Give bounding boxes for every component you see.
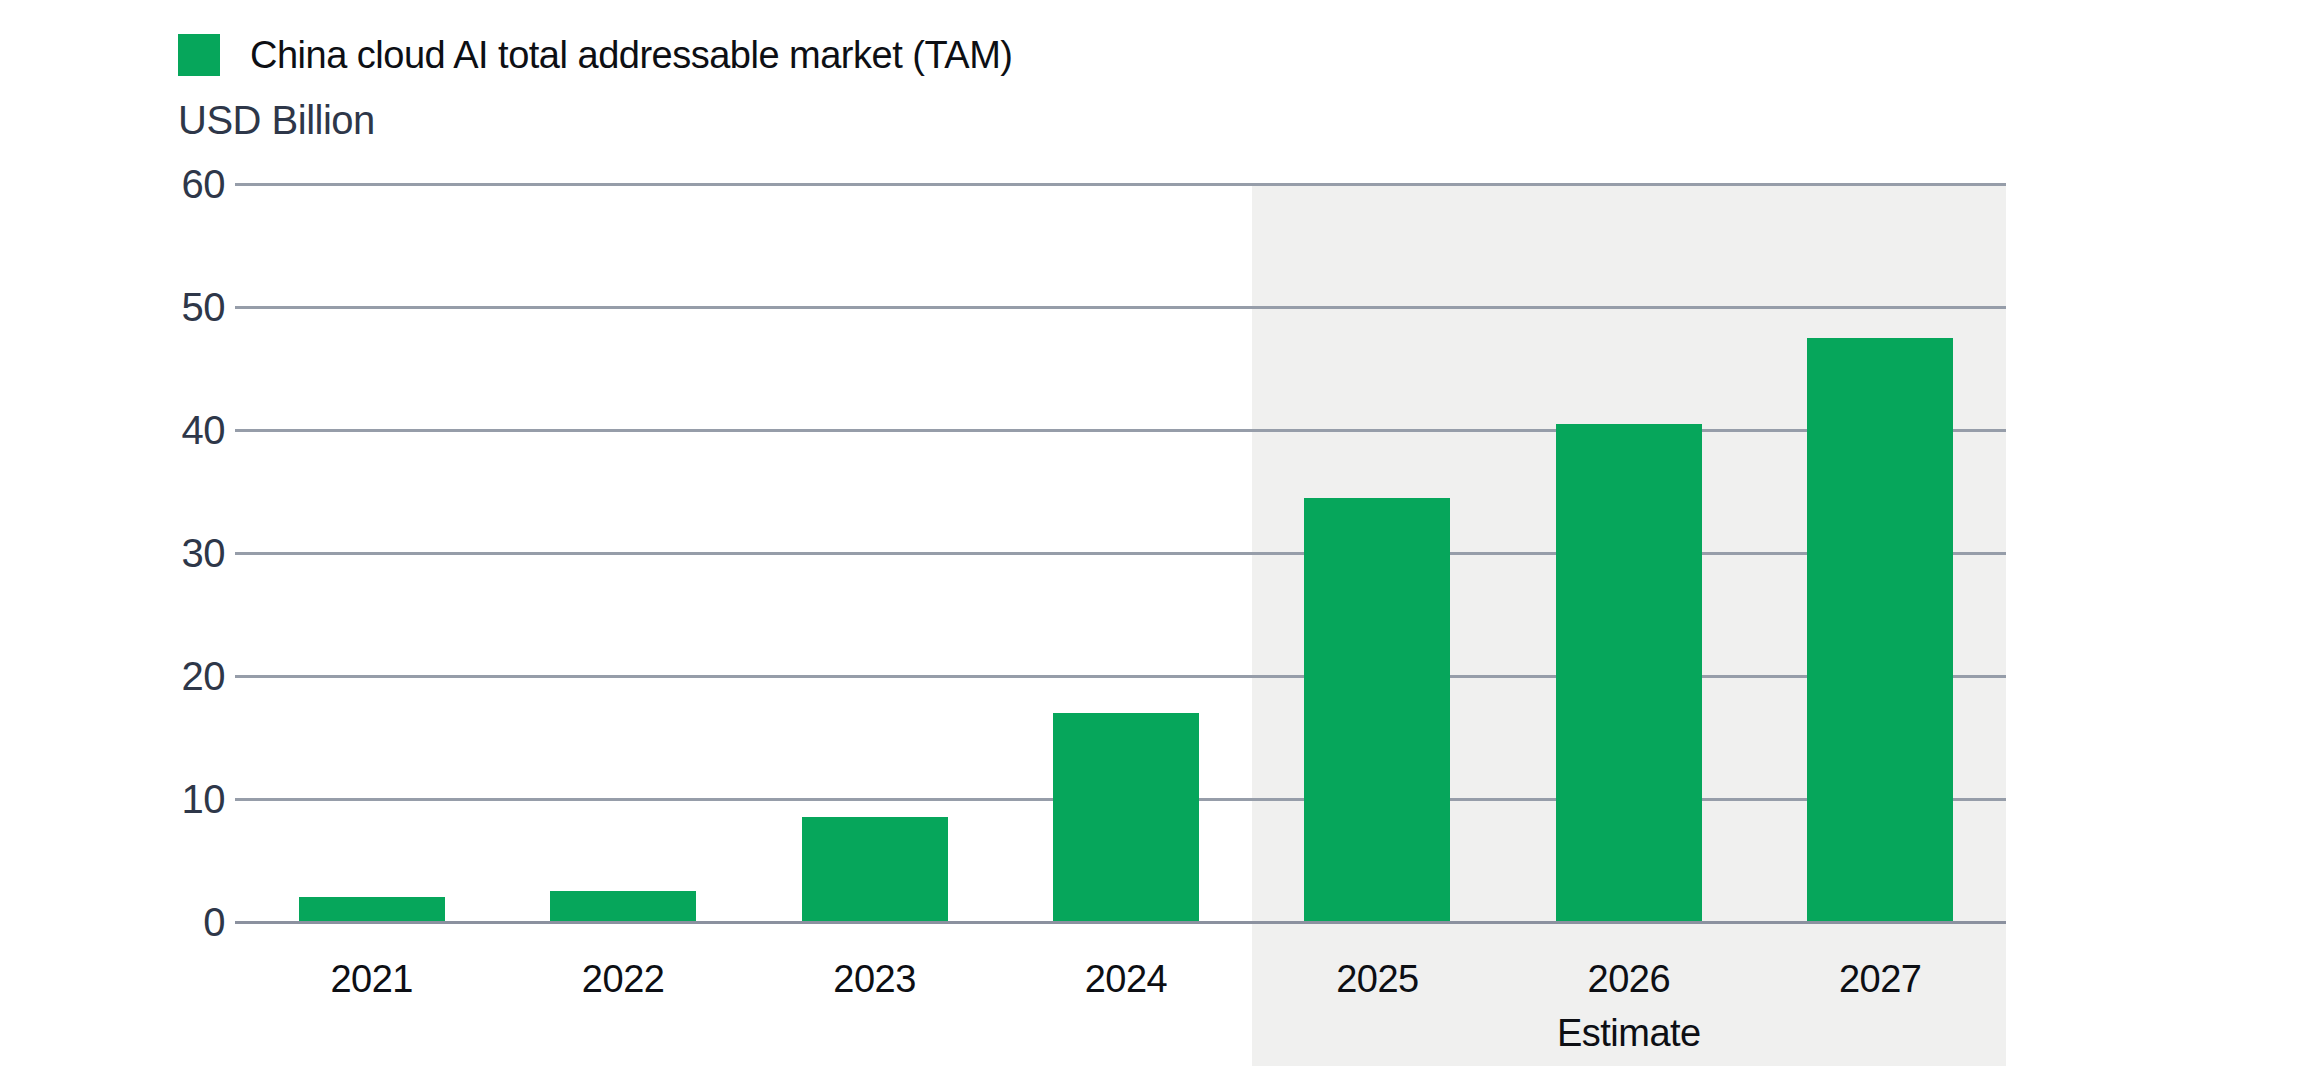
bar-2024 bbox=[1053, 713, 1199, 922]
x-axis-labels: 2021202220232024202520262027 bbox=[246, 958, 2006, 1000]
x-axis-line bbox=[235, 921, 2006, 924]
x-axis-label-2026: 2026 bbox=[1503, 958, 1754, 1000]
bar-column-2021 bbox=[246, 184, 497, 922]
bar-column-2027 bbox=[1755, 184, 2006, 922]
plot-area: 2021202220232024202520262027 Estimate bbox=[246, 184, 2006, 922]
x-axis-label-2021: 2021 bbox=[246, 958, 497, 1000]
bar-2023 bbox=[802, 817, 948, 922]
y-tick-label-30: 30 bbox=[0, 527, 225, 579]
x-axis-label-2023: 2023 bbox=[749, 958, 1000, 1000]
bars-container bbox=[246, 184, 2006, 922]
bar-column-2025 bbox=[1252, 184, 1503, 922]
bar-2027 bbox=[1807, 338, 1953, 922]
x-axis-label-2024: 2024 bbox=[1000, 958, 1251, 1000]
x-axis-label-2025: 2025 bbox=[1252, 958, 1503, 1000]
bar-column-2026 bbox=[1503, 184, 1754, 922]
bar-2022 bbox=[550, 891, 696, 922]
legend: China cloud AI total addressable market … bbox=[178, 34, 1012, 76]
bar-column-2024 bbox=[1000, 184, 1251, 922]
y-tick-label-60: 60 bbox=[0, 158, 225, 210]
estimate-label: Estimate bbox=[1557, 1012, 1701, 1054]
legend-label: China cloud AI total addressable market … bbox=[250, 34, 1012, 76]
x-axis-label-2022: 2022 bbox=[497, 958, 748, 1000]
bar-column-2023 bbox=[749, 184, 1000, 922]
y-tick-label-10: 10 bbox=[0, 773, 225, 825]
bar-2025 bbox=[1304, 498, 1450, 922]
legend-swatch-icon bbox=[178, 34, 220, 76]
bar-2026 bbox=[1556, 424, 1702, 922]
y-tick-label-0: 0 bbox=[0, 896, 225, 948]
y-tick-label-40: 40 bbox=[0, 404, 225, 456]
y-tick-label-20: 20 bbox=[0, 650, 225, 702]
y-tick-label-50: 50 bbox=[0, 281, 225, 333]
bar-2021 bbox=[299, 897, 445, 922]
y-axis-title: USD Billion bbox=[178, 98, 375, 142]
chart-canvas: China cloud AI total addressable market … bbox=[0, 0, 2297, 1083]
x-axis-label-2027: 2027 bbox=[1755, 958, 2006, 1000]
bar-column-2022 bbox=[497, 184, 748, 922]
